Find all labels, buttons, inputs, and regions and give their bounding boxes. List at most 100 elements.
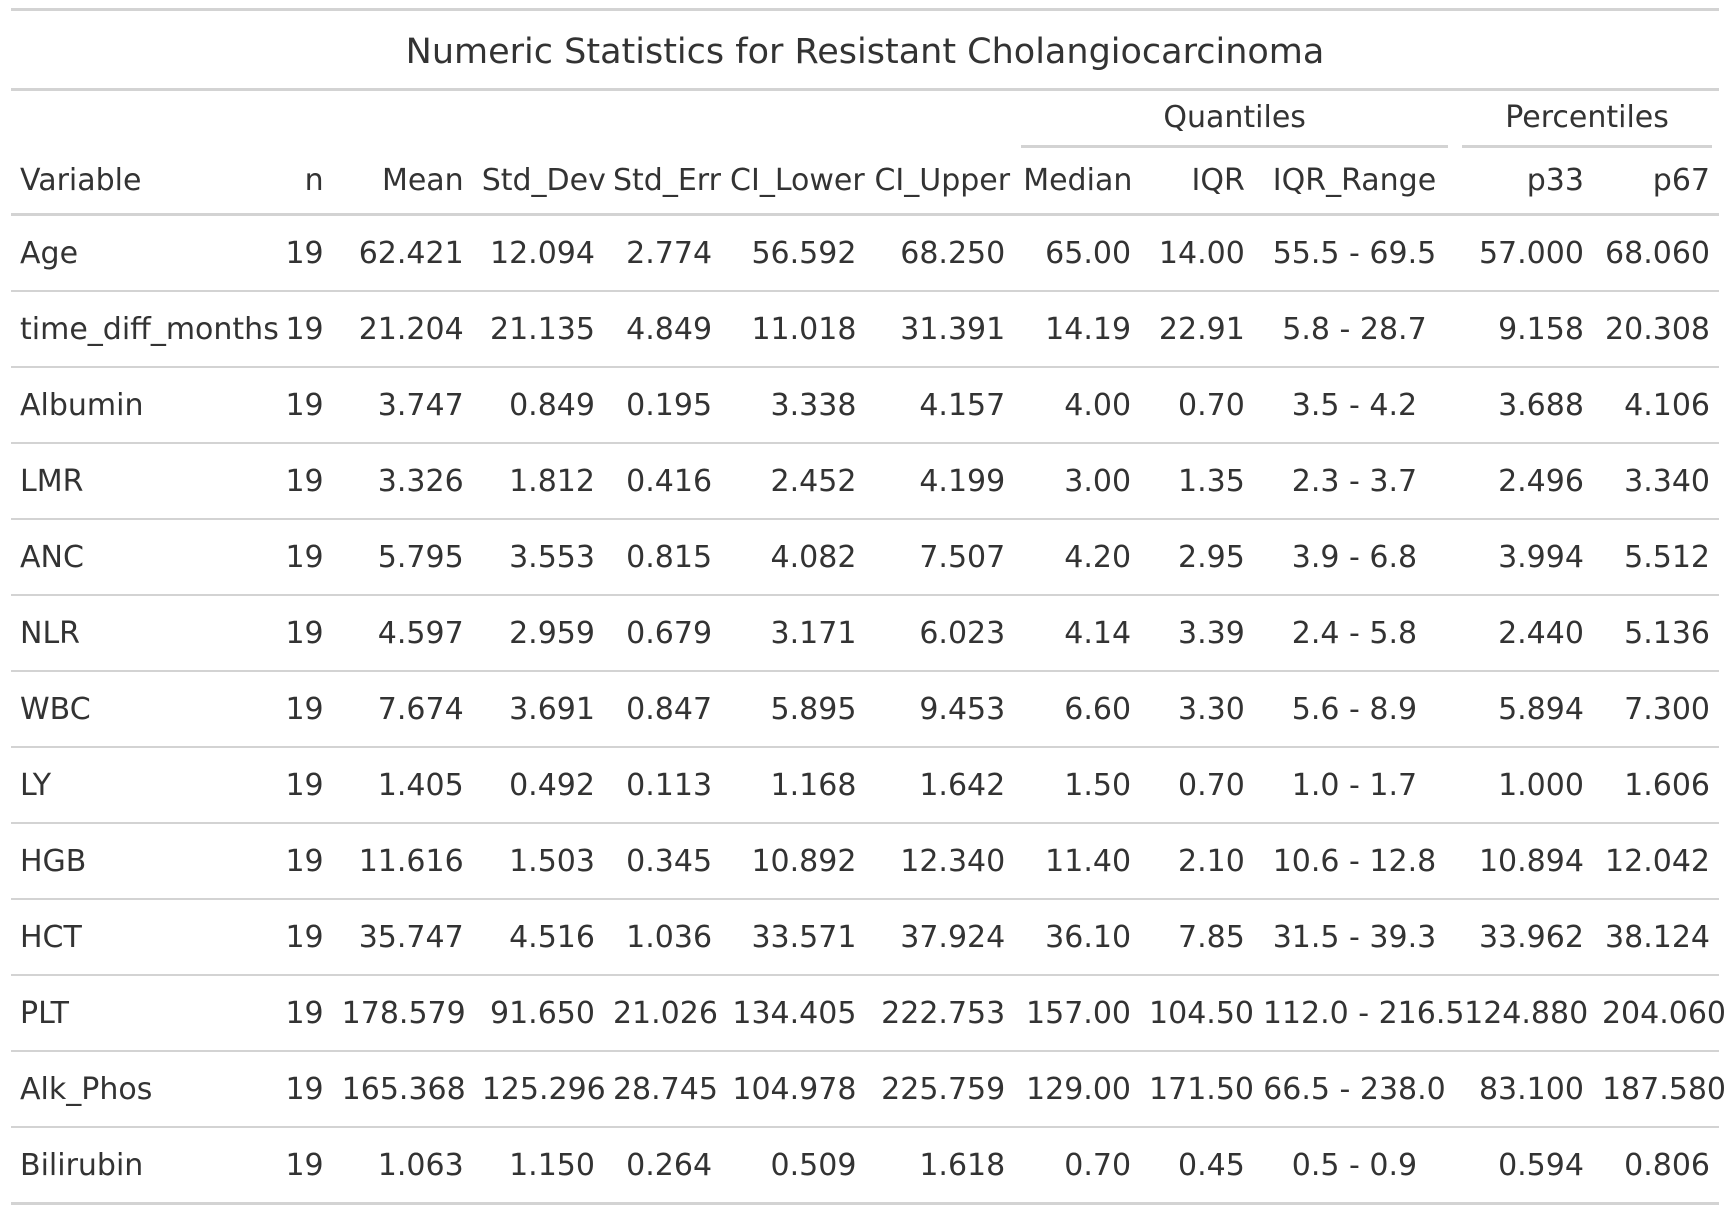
table-cell: 7.507 (865, 519, 1015, 596)
table-cell: 4.516 (472, 899, 604, 976)
spanner-row: Quantiles Percentiles (11, 90, 1719, 149)
table-cell: 3.340 (1592, 443, 1719, 520)
table-cell: 112.0 - 216.5 (1253, 975, 1464, 1052)
variable-name-cell: Alk_Phos (11, 1051, 270, 1128)
spanner-quantiles: Quantiles (1014, 90, 1455, 148)
spanner-quantiles-label: Quantiles (1021, 100, 1449, 148)
table-cell: 14.19 (1014, 291, 1141, 368)
table-cell: 3.747 (332, 367, 473, 444)
table-cell: 37.924 (865, 899, 1015, 976)
table-cell: 3.171 (721, 595, 866, 672)
column-header: Median (1014, 148, 1141, 216)
table-cell: 11.018 (721, 291, 866, 368)
table-cell: 12.042 (1592, 823, 1719, 900)
table-cell: 7.85 (1140, 899, 1254, 976)
table-cell: 0.594 (1455, 1127, 1593, 1205)
table-cell: 19 (269, 823, 333, 900)
table-cell: 2.774 (603, 214, 722, 292)
table-cell: 36.10 (1014, 899, 1141, 976)
table-cell: 19 (269, 1051, 333, 1128)
table-cell: 10.894 (1455, 823, 1593, 900)
table-row: HCT 19 35.747 4.516 1.036 33.571 37.924 36.10 7.… (11, 899, 1719, 976)
table-row: PLT 19 178.579 91.650 21.026 134.405 222.753 15… (11, 975, 1724, 1052)
table-cell: 0.70 (1014, 1127, 1141, 1205)
table-cell: 3.30 (1140, 671, 1254, 748)
variable-name-cell: Albumin (11, 367, 270, 444)
table-cell: 4.199 (865, 443, 1015, 520)
column-header: n (269, 148, 333, 216)
table-cell: 1.606 (1592, 747, 1719, 824)
table-cell: 3.326 (332, 443, 473, 520)
table-row: Alk_Phos 19 165.368 125.296 28.745 104.978 225… (11, 1051, 1724, 1128)
table-cell: 5.512 (1592, 519, 1719, 596)
table-cell: 31.5 - 39.3 (1253, 899, 1456, 976)
table-cell: 171.50 (1140, 1051, 1254, 1128)
table-cell: 0.5 - 0.9 (1253, 1127, 1456, 1205)
table-row: Age 19 62.421 12.094 2.774 56.592 68.250 65.00 1… (11, 214, 1719, 292)
table-cell: 0.509 (721, 1127, 866, 1205)
table-cell: 9.158 (1455, 291, 1593, 368)
table-cell: 0.264 (603, 1127, 722, 1205)
table-cell: 129.00 (1014, 1051, 1141, 1128)
table-row: Bilirubin 19 1.063 1.150 0.264 0.509 1.618 0.70… (11, 1127, 1719, 1205)
table-cell: 1.35 (1140, 443, 1254, 520)
table-cell: 0.806 (1592, 1127, 1719, 1205)
table-cell: 21.026 (603, 975, 722, 1052)
variable-name-cell: HGB (11, 823, 270, 900)
table-cell: 38.124 (1592, 899, 1719, 976)
table-cell: 1.0 - 1.7 (1253, 747, 1456, 824)
table-cell: 14.00 (1140, 214, 1254, 292)
table-cell: 2.10 (1140, 823, 1254, 900)
table-cell: 5.136 (1592, 595, 1719, 672)
table-row: WBC 19 7.674 3.691 0.847 5.895 9.453 6.60 3.30 5.… (11, 671, 1719, 748)
column-header: Std_Dev (472, 148, 606, 216)
table-cell: 187.580 (1592, 1051, 1724, 1128)
table-cell: 0.679 (603, 595, 722, 672)
variable-name-cell: ANC (11, 519, 270, 596)
table-cell: 0.847 (603, 671, 722, 748)
table-cell: 35.747 (332, 899, 473, 976)
spanner-empty (11, 90, 1014, 149)
table-cell: 21.135 (472, 291, 604, 368)
table-cell: 0.849 (472, 367, 604, 444)
table-cell: 1.000 (1455, 747, 1593, 824)
table-row: NLR 19 4.597 2.959 0.679 3.171 6.023 4.14 3.39 2.… (11, 595, 1719, 672)
table-cell: 0.113 (603, 747, 722, 824)
table-cell: 19 (269, 1127, 333, 1205)
table-cell: 1.063 (332, 1127, 473, 1205)
table-row: time_diff_months 19 21.204 21.135 4.849 11.01… (11, 291, 1719, 368)
table-row: HGB 19 11.616 1.503 0.345 10.892 12.340 11.40 2.… (11, 823, 1719, 900)
table-cell: 6.60 (1014, 671, 1141, 748)
table-cell: 104.978 (721, 1051, 866, 1128)
table-cell: 0.815 (603, 519, 722, 596)
table-cell: 165.368 (332, 1051, 473, 1128)
table-cell: 3.688 (1455, 367, 1593, 444)
variable-name-cell: NLR (11, 595, 270, 672)
column-header: Std_Err (603, 148, 722, 216)
table-cell: 124.880 (1455, 975, 1593, 1052)
variable-name-cell: HCT (11, 899, 270, 976)
title-row: Numeric Statistics for Resistant Cholang… (11, 8, 1719, 91)
table-cell: 3.5 - 4.2 (1253, 367, 1456, 444)
variable-name-cell: Bilirubin (11, 1127, 270, 1205)
table-cell: 91.650 (472, 975, 604, 1052)
column-header: p33 (1455, 148, 1593, 216)
table-cell: 62.421 (332, 214, 473, 292)
table-cell: 6.023 (865, 595, 1015, 672)
table-cell: 31.391 (865, 291, 1015, 368)
table-cell: 3.00 (1014, 443, 1141, 520)
table-cell: 10.6 - 12.8 (1253, 823, 1456, 900)
table-cell: 5.895 (721, 671, 866, 748)
table-cell: 19 (269, 519, 333, 596)
table-cell: 1.036 (603, 899, 722, 976)
table-cell: 1.812 (472, 443, 604, 520)
table-cell: 21.204 (332, 291, 473, 368)
spanner-percentiles-label: Percentiles (1462, 100, 1712, 148)
table-cell: 7.300 (1592, 671, 1719, 748)
table-cell: 1.150 (472, 1127, 604, 1205)
table-cell: 204.060 (1592, 975, 1724, 1052)
table-cell: 19 (269, 747, 333, 824)
table-cell: 3.39 (1140, 595, 1254, 672)
table-cell: 2.959 (472, 595, 604, 672)
table-cell: 11.40 (1014, 823, 1141, 900)
